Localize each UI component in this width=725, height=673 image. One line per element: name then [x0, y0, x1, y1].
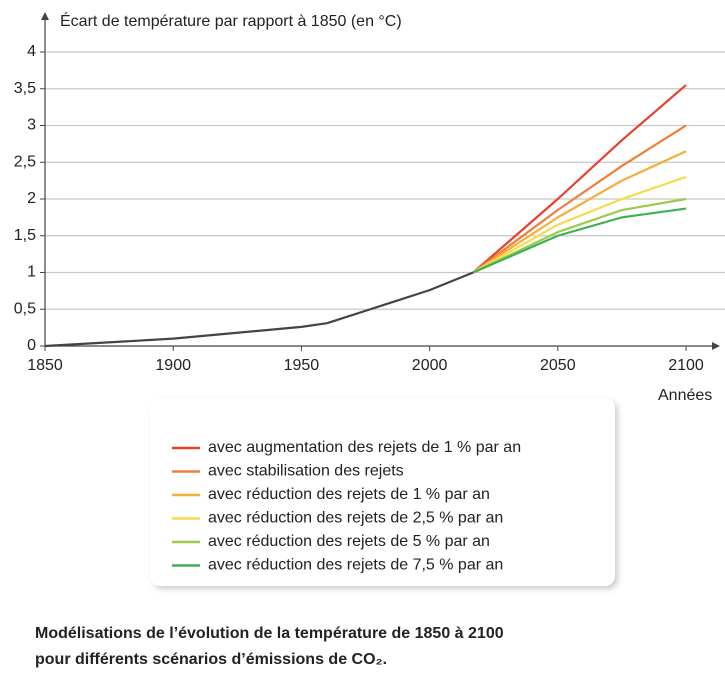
y-axis-arrow [41, 12, 49, 20]
legend-label: avec réduction des rejets de 1 % par an [208, 486, 490, 503]
caption: pour différents scénarios d’émissions de… [35, 651, 387, 668]
y-axis-title: Écart de température par rapport à 1850 … [60, 11, 402, 30]
x-tick-label: 1850 [27, 357, 63, 374]
historical-line [44, 271, 474, 348]
x-tick-label: 2050 [540, 357, 576, 374]
y-tick-label: 1 [27, 264, 36, 281]
legend-label: avec réduction des rejets de 2,5 % par a… [208, 510, 503, 527]
legend-label: avec stabilisation des rejets [208, 463, 404, 480]
y-tick-label: 4 [27, 43, 36, 60]
series-line [472, 84, 687, 274]
y-tick-label: 2,5 [14, 153, 36, 170]
x-tick-label: 1900 [155, 357, 191, 374]
series-line [472, 124, 687, 274]
y-tick-label: 3 [27, 117, 36, 134]
x-tick-label: 2000 [412, 357, 448, 374]
y-tick-label: 3,5 [14, 80, 36, 97]
legend-label: avec réduction des rejets de 5 % par an [208, 533, 490, 550]
series-line [472, 175, 687, 274]
x-axis-arrow [712, 342, 720, 350]
legend-label: avec réduction des rejets de 7,5 % par a… [208, 557, 503, 574]
legend-box [150, 398, 615, 586]
y-tick-label: 0,5 [14, 300, 36, 317]
y-tick-label: 1,5 [14, 227, 36, 244]
series-line [472, 197, 687, 274]
legend-label: avec augmentation des rejets de 1 % par … [208, 439, 521, 456]
series-line [472, 150, 687, 274]
x-tick-label: 2100 [668, 357, 704, 374]
series-line [472, 207, 687, 274]
caption: Modélisations de l’évolution de la tempé… [35, 625, 504, 642]
x-tick-label: 1950 [284, 357, 320, 374]
y-tick-label: 0 [27, 337, 36, 354]
x-axis-title: Années [658, 387, 712, 404]
y-tick-label: 2 [27, 190, 36, 207]
